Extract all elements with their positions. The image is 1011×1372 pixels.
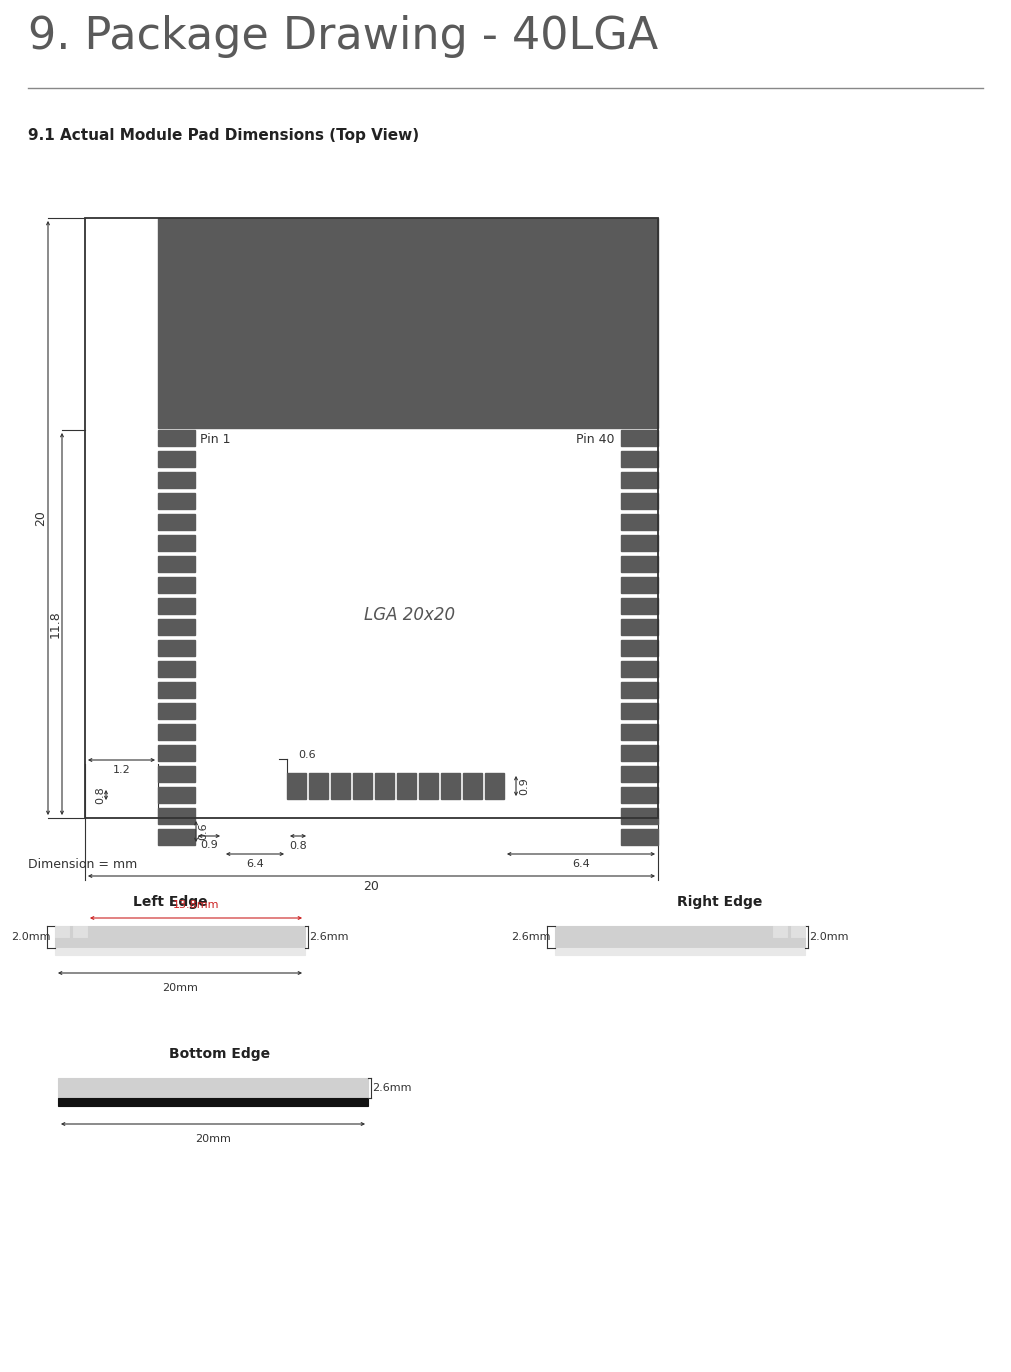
Bar xyxy=(287,772,306,799)
Bar xyxy=(621,682,658,698)
Bar xyxy=(158,639,195,656)
Bar xyxy=(621,702,658,719)
Bar xyxy=(85,218,658,818)
Text: 0.8: 0.8 xyxy=(289,841,307,851)
Bar xyxy=(621,788,658,803)
Bar xyxy=(331,772,350,799)
Text: 2.6mm: 2.6mm xyxy=(512,932,551,943)
Text: Pin 40: Pin 40 xyxy=(576,434,615,446)
Text: 0.9: 0.9 xyxy=(519,777,529,794)
Bar xyxy=(791,926,805,937)
Bar xyxy=(158,619,195,635)
Text: LGA 20x20: LGA 20x20 xyxy=(364,606,456,624)
Bar xyxy=(621,451,658,466)
Bar xyxy=(58,1078,368,1098)
Bar xyxy=(309,772,328,799)
Bar xyxy=(158,702,195,719)
Text: 20mm: 20mm xyxy=(195,1135,231,1144)
Bar xyxy=(158,745,195,761)
Bar xyxy=(419,772,438,799)
Bar xyxy=(55,926,305,948)
Bar xyxy=(621,556,658,572)
Bar xyxy=(158,829,195,845)
Text: 2.6mm: 2.6mm xyxy=(372,1083,411,1093)
Bar xyxy=(621,661,658,676)
Bar xyxy=(621,808,658,825)
Bar xyxy=(773,926,787,937)
Text: Pin 1: Pin 1 xyxy=(200,434,231,446)
Text: 13.8mm: 13.8mm xyxy=(173,900,219,910)
Bar xyxy=(158,451,195,466)
Bar xyxy=(158,514,195,530)
Bar xyxy=(621,724,658,740)
Bar xyxy=(158,472,195,488)
Text: 2.0mm: 2.0mm xyxy=(11,932,51,943)
Bar xyxy=(621,578,658,593)
Bar xyxy=(158,429,195,446)
Bar xyxy=(158,766,195,782)
Bar xyxy=(621,745,658,761)
Bar xyxy=(158,661,195,676)
Bar xyxy=(353,772,372,799)
Text: 11.8: 11.8 xyxy=(49,611,62,638)
Bar xyxy=(55,926,69,937)
Text: Right Edge: Right Edge xyxy=(677,895,762,910)
Bar xyxy=(621,514,658,530)
Bar xyxy=(621,619,658,635)
Bar xyxy=(375,772,394,799)
Text: Dimension = mm: Dimension = mm xyxy=(28,858,137,870)
Text: 0.6: 0.6 xyxy=(298,750,315,760)
Bar xyxy=(485,772,504,799)
Text: 2.0mm: 2.0mm xyxy=(809,932,848,943)
Text: 6.4: 6.4 xyxy=(572,859,589,868)
Bar xyxy=(158,682,195,698)
Bar xyxy=(397,772,416,799)
Bar xyxy=(555,948,805,955)
Text: Bottom Edge: Bottom Edge xyxy=(170,1047,271,1061)
Text: 20mm: 20mm xyxy=(162,982,198,993)
Text: 6.4: 6.4 xyxy=(246,859,264,868)
Text: 20: 20 xyxy=(34,510,48,525)
Text: 9.1 Actual Module Pad Dimensions (Top View): 9.1 Actual Module Pad Dimensions (Top Vi… xyxy=(28,128,420,143)
Bar xyxy=(621,639,658,656)
Bar xyxy=(621,535,658,552)
Bar xyxy=(555,926,805,948)
Bar xyxy=(621,429,658,446)
Bar xyxy=(621,598,658,615)
Text: 2.6mm: 2.6mm xyxy=(309,932,349,943)
Text: 1.2: 1.2 xyxy=(112,766,130,775)
Text: 9. Package Drawing - 40LGA: 9. Package Drawing - 40LGA xyxy=(28,15,658,58)
Text: 0.6: 0.6 xyxy=(198,823,208,840)
Bar xyxy=(621,493,658,509)
Bar xyxy=(73,926,87,937)
Bar xyxy=(463,772,482,799)
Text: 0.8: 0.8 xyxy=(95,786,105,804)
Bar xyxy=(158,556,195,572)
Text: 20: 20 xyxy=(364,879,379,893)
Bar xyxy=(58,1098,368,1106)
Bar xyxy=(158,788,195,803)
Bar xyxy=(158,218,658,428)
Bar xyxy=(158,598,195,615)
Bar xyxy=(621,766,658,782)
Bar xyxy=(158,578,195,593)
Bar xyxy=(158,724,195,740)
Bar xyxy=(621,472,658,488)
Bar xyxy=(441,772,460,799)
Bar xyxy=(158,535,195,552)
Bar xyxy=(621,829,658,845)
Text: 0.9: 0.9 xyxy=(200,840,218,851)
Bar xyxy=(158,493,195,509)
Bar xyxy=(55,948,305,955)
Text: Left Edge: Left Edge xyxy=(132,895,207,910)
Bar xyxy=(158,808,195,825)
